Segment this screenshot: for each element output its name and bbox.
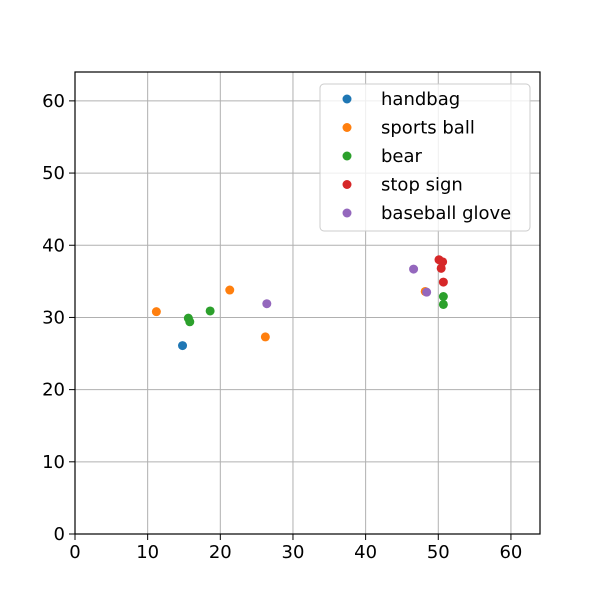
y-tick-label: 60 xyxy=(42,91,65,112)
legend-marker-sports-ball xyxy=(342,123,352,132)
point-stop-sign xyxy=(436,263,446,273)
legend: handbag sports ball bear stop sign baseball … xyxy=(319,83,531,232)
point-bear xyxy=(205,306,215,316)
y-tick-label: 40 xyxy=(42,235,65,256)
point-handbag xyxy=(178,341,188,351)
x-tick-label: 0 xyxy=(69,542,80,563)
point-baseball-glove xyxy=(422,287,432,297)
data-points xyxy=(151,255,448,351)
legend-marker-handbag xyxy=(342,94,352,104)
legend-label-baseball-glove: baseball glove xyxy=(381,203,511,224)
point-sports-ball xyxy=(151,307,161,317)
point-baseball-glove xyxy=(262,299,272,309)
legend-label-bear: bear xyxy=(381,146,423,167)
y-tick-label: 30 xyxy=(42,307,65,328)
legend-marker-bear xyxy=(342,151,352,161)
x-tick-label: 10 xyxy=(136,542,159,563)
legend-marker-baseball-glove xyxy=(342,208,352,218)
x-tick-label: 20 xyxy=(209,542,232,563)
legend-label-stop-sign: stop sign xyxy=(381,175,463,196)
y-tick-label: 10 xyxy=(42,452,65,473)
legend-label-sports-ball: sports ball xyxy=(381,118,475,139)
y-tick-label: 50 xyxy=(42,163,65,184)
y-tick-label: 20 xyxy=(42,380,65,401)
x-tick-label: 30 xyxy=(282,542,305,563)
x-tick-label: 60 xyxy=(499,542,522,563)
point-sports-ball xyxy=(225,285,235,295)
point-baseball-glove xyxy=(409,264,419,274)
x-tick-label: 50 xyxy=(427,542,450,563)
point-bear xyxy=(438,292,448,302)
point-sports-ball xyxy=(260,332,270,342)
point-stop-sign xyxy=(438,277,448,287)
legend-box xyxy=(319,83,531,232)
x-tick-label: 40 xyxy=(354,542,377,563)
plot-frame xyxy=(74,71,541,535)
legend-marker-stop-sign xyxy=(342,180,352,189)
point-bear xyxy=(185,317,195,327)
point-bear xyxy=(438,299,448,309)
axis-ticks: 0 10 20 30 40 50 60 0 10 20 30 40 50 60 xyxy=(42,91,522,563)
y-tick-label: 0 xyxy=(54,524,65,545)
legend-label-handbag: handbag xyxy=(381,89,460,110)
